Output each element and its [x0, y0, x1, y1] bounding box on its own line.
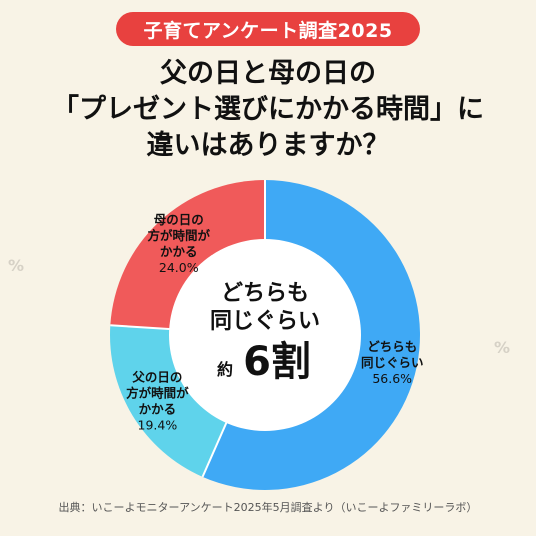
center-label-line-1: どちらも	[221, 281, 309, 306]
slice-father-label-line: かかる	[139, 401, 177, 416]
survey-badge: 子育てアンケート調査2025	[116, 12, 420, 46]
slice-father-label-line: 父の日の	[131, 369, 182, 384]
title-line-2: 「プレゼント選びにかかる時間」に	[52, 94, 484, 125]
center-label-line-2: 同じぐらい	[210, 309, 320, 334]
slice-mother-label-line: 方が時間が	[147, 228, 210, 243]
slice-mother-label-line: かかる	[160, 244, 198, 259]
title-line-1: 父の日と母の日の	[160, 58, 376, 89]
slice-same-value-label: 56.6%	[372, 371, 412, 386]
slice-same-label-line: 同じぐらい	[361, 355, 424, 370]
source-footnote: 出典：いこーよモニターアンケート2025年5月調査より（いこーよファミリーラボ）	[58, 501, 478, 514]
slice-mother-label-line: 母の日の	[154, 212, 204, 227]
center-big-value: 6割	[243, 339, 311, 385]
center-prefix: 約	[217, 360, 233, 379]
page-title: 父の日と母の日の 「プレゼント選びにかかる時間」に 違いはありますか？	[0, 56, 536, 164]
decorative-percent-right: %	[494, 338, 511, 357]
slice-mother-value-label: 24.0%	[159, 260, 199, 275]
slice-same-label-line: どちらも	[367, 339, 417, 354]
decorative-percent-left: %	[8, 256, 25, 275]
slice-father-label-line: 方が時間が	[126, 385, 189, 400]
slice-father-value-label: 19.4%	[138, 417, 178, 432]
title-line-3: 違いはありますか？	[146, 130, 390, 161]
donut-hole	[169, 239, 361, 431]
